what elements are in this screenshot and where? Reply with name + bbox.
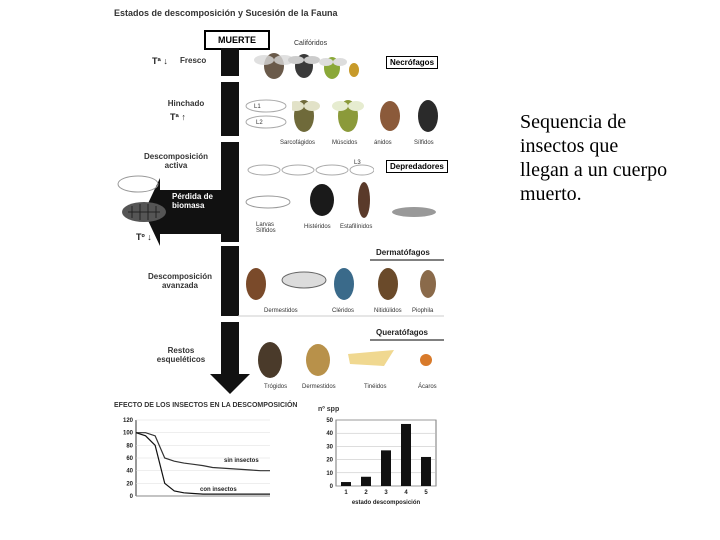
caption-muscidos: Múscidos	[332, 140, 358, 146]
predator-icons	[245, 182, 436, 218]
line-chart-series-2	[135, 432, 270, 495]
group-necrofagos: Necrófagos	[386, 56, 439, 69]
temp-up-label: Tª ↑	[170, 112, 186, 122]
line-chart-ytick: 60	[126, 456, 133, 462]
bar-chart-xtick: 2	[364, 490, 368, 496]
fly-icon	[254, 53, 359, 79]
bar-chart-ytick: 40	[326, 431, 333, 437]
caption-dermestidos-2: Dermestidos	[302, 384, 336, 390]
stage-restos: Restos esqueléticos	[156, 346, 206, 364]
biomass-label: Pérdida de biomasa	[172, 192, 213, 210]
bar-chart-bar	[421, 456, 431, 486]
temp-down-label: Tª ↓	[152, 56, 168, 66]
stage-fresco: Fresco	[180, 56, 207, 65]
caption-piophila: Piophila	[412, 308, 434, 314]
caption-acaros: Ácaros	[418, 384, 437, 390]
group-dermatofagos: Dermatófagos	[376, 248, 430, 257]
bar-chart-ytick: 20	[326, 458, 333, 464]
beetle-icon	[292, 100, 438, 132]
bar-chart-ytick: 0	[330, 484, 334, 490]
dermatofagos-icons	[246, 268, 436, 300]
bar-chart-ytick: 50	[326, 418, 333, 424]
bar-chart-ytick: 30	[326, 444, 333, 450]
bar-chart-ylabel: nº spp	[318, 406, 340, 413]
slide-caption: Sequencia de insectos que llegan a un cu…	[520, 111, 668, 205]
caption-califoridos: Califóridos	[294, 40, 328, 47]
larva-mark-l1: L1	[254, 104, 261, 110]
bar-chart-bar	[341, 482, 351, 486]
line-chart-title: EFECTO DE LOS INSECTOS EN LA DESCOMPOSIC…	[114, 402, 298, 409]
temp-down-label-2: Tº ↓	[136, 232, 152, 242]
bar-chart-bar	[361, 476, 371, 486]
bar-chart-xtick: 1	[344, 490, 348, 496]
line-chart-series-label: con insectos	[200, 487, 237, 493]
figure-title: Estados de descomposición y Sucesión de …	[114, 8, 338, 18]
line-chart-ytick: 100	[123, 431, 134, 437]
death-box: MUERTE	[204, 30, 270, 50]
stage-arrow	[144, 48, 250, 394]
queratofagos-icons	[258, 342, 432, 378]
decomposition-figure: Estados de descomposición y Sucesión de …	[108, 0, 460, 512]
larva-icon	[245, 99, 287, 129]
line-chart-series-label: sin insectos	[224, 458, 259, 464]
bar-chart-xtick: 5	[424, 490, 428, 496]
caption-estafilinidos: Estafilínidos	[340, 224, 373, 230]
stage-hinchado: Hinchado	[167, 99, 205, 108]
larva-row-icon	[247, 164, 374, 176]
larva-mark-l2: L2	[256, 120, 263, 126]
group-depredadores: Depredadores	[386, 160, 448, 173]
pupa-icon	[117, 175, 166, 222]
line-chart-ytick: 40	[126, 469, 133, 475]
bar-chart-xtick: 3	[384, 490, 388, 496]
line-chart-series-1	[136, 432, 270, 472]
caption-anidos: ánidos	[374, 140, 392, 146]
caption-tineidos: Tinéidos	[364, 384, 387, 390]
bar-chart-ytick: 10	[326, 471, 333, 477]
bar-chart-bar	[381, 450, 391, 486]
larva-mark-l3: L3	[354, 160, 361, 166]
bar-chart-xlabel: estado descomposición	[352, 500, 421, 506]
caption-silfidos: Sílfidos	[414, 140, 434, 146]
group-rules	[238, 259, 444, 341]
caption-nitidulidos: Nitidúlidos	[374, 308, 402, 314]
caption-larvas-silfidos: Larvas Sílfidos	[256, 222, 276, 234]
caption-trogidos: Trógidos	[264, 384, 288, 390]
caption-cleridos: Cléridos	[332, 308, 355, 314]
bar-chart-xtick: 4	[404, 490, 408, 496]
line-chart: 0 20 40 60 80 100 120 sin insectos con insectos	[123, 418, 270, 500]
stage-descomposicion-avanzada: Descomposición avanzada	[147, 272, 212, 290]
caption-histeridos: Histéridos	[304, 224, 331, 230]
caption-sarcofagidos: Sarcofágidos	[280, 140, 316, 146]
line-chart-ytick: 20	[126, 481, 133, 487]
line-chart-ytick: 80	[126, 443, 133, 449]
line-chart-ytick: 0	[130, 494, 134, 500]
stage-descomposicion-activa: Descomposición activa	[143, 152, 208, 170]
group-queratofagos: Queratófagos	[376, 328, 429, 337]
bar-chart-bar	[401, 423, 411, 486]
line-chart-ytick: 120	[123, 418, 134, 424]
caption-dermestidos: Dermestidos	[264, 308, 298, 314]
